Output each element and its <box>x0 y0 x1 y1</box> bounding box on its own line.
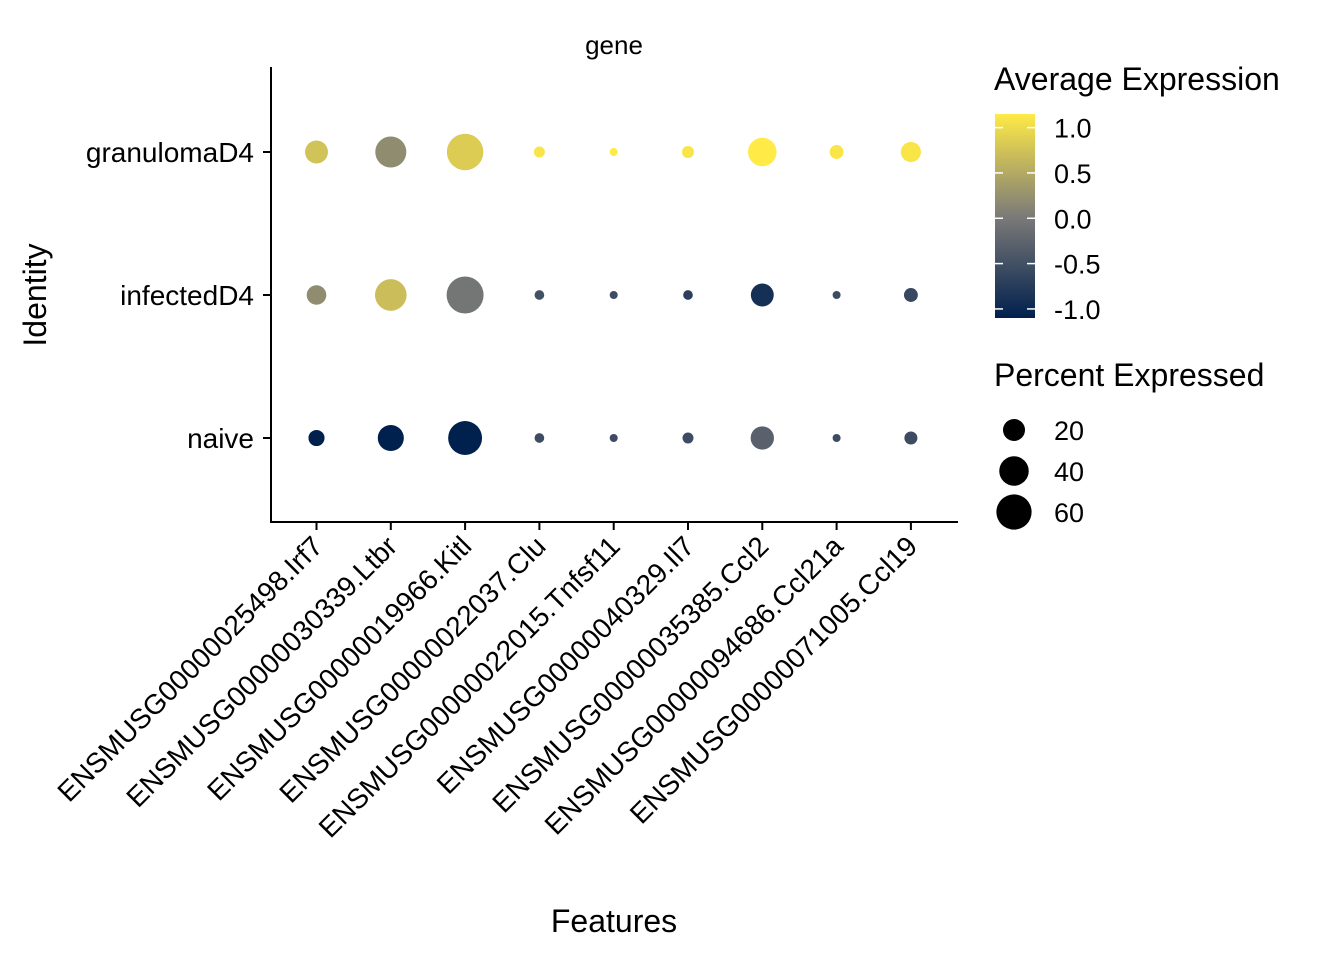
facet-label: gene <box>585 30 643 60</box>
dot-marker <box>446 276 484 314</box>
y-axis-title: Identity <box>17 243 53 346</box>
color-legend-bar <box>995 114 1035 318</box>
size-legend-label: 60 <box>1054 498 1084 528</box>
dot-marker <box>609 290 618 300</box>
dot-marker <box>832 433 841 443</box>
dot-marker <box>683 290 693 300</box>
dot-marker <box>306 285 327 305</box>
x-tick-label: ENSMUSG00000025498.Irf7 <box>51 530 328 807</box>
color-legend-tick-label: -0.5 <box>1054 250 1101 280</box>
size-legend-dot <box>1002 418 1026 442</box>
dot-marker <box>903 288 918 302</box>
x-tick-label: ENSMUSG00000030339.Ltbr <box>120 530 403 813</box>
x-axis-title: Features <box>551 903 677 939</box>
color-legend-tick-label: 0.0 <box>1054 204 1092 234</box>
dot-marker <box>750 426 774 450</box>
dot-marker <box>533 146 545 158</box>
dot-marker <box>832 290 841 300</box>
plot-area <box>305 133 921 455</box>
y-axis-ticks: granulomaD4 infectedD4 naive <box>86 137 271 454</box>
dot-marker <box>534 433 545 443</box>
size-legend-label: 40 <box>1054 457 1084 487</box>
dot-marker <box>829 145 844 159</box>
y-tick-label: infectedD4 <box>120 280 254 311</box>
dot-marker <box>609 147 618 157</box>
dot-marker <box>308 429 325 447</box>
dot-marker <box>448 421 483 455</box>
y-tick-label: naive <box>187 423 254 454</box>
size-legend-label: 20 <box>1054 416 1084 446</box>
dot-marker <box>682 432 694 444</box>
dot-marker <box>681 145 695 159</box>
color-legend-tick-label: 1.0 <box>1054 114 1092 144</box>
dot-marker <box>750 283 774 307</box>
color-legend-ticks: 1.0 0.5 0.0 -0.5 -1.0 <box>995 114 1101 325</box>
dot-marker <box>534 290 545 300</box>
dot-marker <box>900 141 921 163</box>
dot-marker <box>305 140 328 164</box>
color-legend-title: Average Expression <box>994 61 1280 97</box>
x-axis-ticks: ENSMUSG00000025498.Irf7ENSMUSG0000003033… <box>51 522 923 844</box>
dot-marker <box>609 433 618 443</box>
y-tick-label: granulomaD4 <box>86 137 254 168</box>
dot-marker <box>374 279 407 311</box>
dot-marker <box>748 137 777 167</box>
color-legend: Average Expression 1.0 0.5 0.0 -0.5 -1.0 <box>994 61 1280 325</box>
color-legend-tick-label: -1.0 <box>1054 295 1101 325</box>
size-legend-items: 20 40 60 <box>996 416 1084 530</box>
size-legend-dot <box>999 456 1029 486</box>
size-legend: Percent Expressed 20 40 60 <box>994 357 1264 530</box>
color-legend-tick-label: 0.5 <box>1054 159 1092 189</box>
dot-marker <box>377 424 404 452</box>
dot-marker <box>446 133 484 171</box>
dot-marker <box>904 431 918 445</box>
size-legend-title: Percent Expressed <box>994 357 1264 393</box>
dot-marker <box>375 136 407 168</box>
size-legend-dot <box>996 494 1032 530</box>
